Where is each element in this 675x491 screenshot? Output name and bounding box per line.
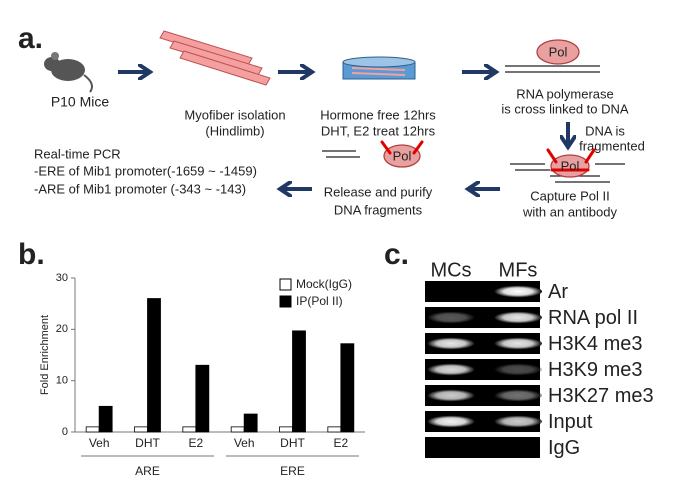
step-text: (Hindlimb) <box>205 123 264 138</box>
x-tick-label: Veh <box>89 436 110 450</box>
lane-label: MFs <box>499 259 538 281</box>
panel-c: c. MCs MFs Ar RNA pol II H3K4 me3 H3K9 me3 H3K… <box>384 238 654 459</box>
row-label: H3K4 me3 <box>548 333 643 355</box>
x-tick-label: Veh <box>234 436 255 450</box>
row-label: H3K9 me3 <box>548 359 643 381</box>
legend-swatch <box>279 295 292 308</box>
step-text: P10 Mice <box>51 94 110 110</box>
legend-label: Mock(IgG) <box>296 277 352 291</box>
legend-swatch <box>279 278 292 291</box>
panel-label: a. <box>18 22 43 55</box>
step-text: with an antibody <box>522 204 617 219</box>
y-tick-label: 10 <box>56 375 68 387</box>
pol-icon <box>383 144 421 168</box>
y-axis-label: Fold Enrichment <box>39 315 51 395</box>
panel-a: a. P10 Mice Myofiber isolation (Hindlimb… <box>18 22 645 220</box>
x-tick-label: E2 <box>188 436 203 450</box>
myofiber-icon <box>159 30 271 86</box>
gel-band <box>427 389 475 402</box>
panel-label: b. <box>18 238 45 271</box>
mouse-icon <box>44 52 93 93</box>
legend-label: IP(Pol II) <box>296 294 343 308</box>
bar <box>292 330 306 433</box>
step-text: Release and purify <box>324 184 433 199</box>
panel-b: b. Fold Enrichment 0 10 20 30 Veh DHT E2 Veh DHT… <box>18 238 365 478</box>
panel-label: c. <box>384 238 409 271</box>
pol-label: Pol <box>561 158 580 173</box>
step-text: Hormone free 12hrs <box>320 107 436 122</box>
step-text: fragmented <box>579 138 645 153</box>
gel-band <box>494 389 542 402</box>
step-text: DNA fragments <box>334 202 423 217</box>
gel-band <box>494 415 542 428</box>
gel-band <box>494 285 542 298</box>
row-label: IgG <box>548 437 580 459</box>
x-tick-label: DHT <box>280 436 305 450</box>
row-label: Ar <box>548 281 568 303</box>
y-tick-label: 20 <box>56 323 68 335</box>
y-tick-label: 30 <box>56 272 68 284</box>
bar <box>85 426 100 433</box>
gel-band <box>427 415 475 428</box>
lane-label: MCs <box>430 259 471 281</box>
bar <box>243 413 258 433</box>
pcr-text: Real-time PCR <box>34 146 121 161</box>
x-tick-label: DHT <box>135 436 160 450</box>
row-label: Input <box>548 411 593 433</box>
gel-band <box>494 363 542 376</box>
pcr-text: -ARE of Mib1 promoter (-343 ~ -143) <box>34 181 246 196</box>
bar <box>327 426 342 433</box>
antibody <box>546 148 596 172</box>
bar <box>147 298 161 433</box>
bar <box>279 426 293 433</box>
group-label: ERE <box>280 464 305 478</box>
step-text: Myofiber isolation <box>184 107 285 122</box>
step-text: RNA polymerase <box>516 86 614 101</box>
pol-label: Pol <box>393 148 412 163</box>
x-tick-label: E2 <box>333 436 348 450</box>
bar <box>195 364 210 433</box>
gel-row <box>425 437 540 458</box>
bar <box>340 343 355 433</box>
pcr-text: -ERE of Mib1 promoter(-1659 ~ -1459) <box>34 163 257 178</box>
gel-band <box>427 337 475 350</box>
pol-label: Pol <box>549 44 568 59</box>
step-text: DNA is <box>585 123 625 138</box>
group-label: ARE <box>135 464 160 478</box>
bar <box>134 426 148 433</box>
gel-band <box>427 363 475 376</box>
y-tick-label: 0 <box>62 426 68 438</box>
antibody <box>380 140 424 155</box>
gel-band <box>427 311 475 324</box>
pol-icon <box>536 39 580 65</box>
row-label: H3K27 me3 <box>548 385 654 407</box>
bar <box>98 405 113 433</box>
step-text: DHT, E2 treat 12hrs <box>321 123 436 138</box>
bar <box>230 426 245 433</box>
dish-icon <box>342 56 416 80</box>
bar <box>182 426 197 433</box>
step-text: Capture Pol II <box>530 188 610 203</box>
row-label: RNA pol II <box>548 307 638 329</box>
gel-band <box>494 337 542 350</box>
step-text: is cross linked to DNA <box>501 101 628 116</box>
gel-band <box>494 311 542 324</box>
